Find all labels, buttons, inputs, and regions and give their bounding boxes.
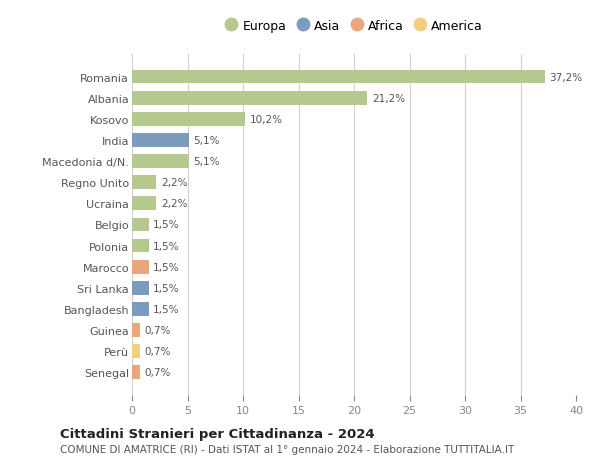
Bar xyxy=(132,71,545,84)
Bar xyxy=(132,345,140,358)
Legend: Europa, Asia, Africa, America: Europa, Asia, Africa, America xyxy=(223,17,485,35)
Text: 1,5%: 1,5% xyxy=(153,304,179,314)
Text: 2,2%: 2,2% xyxy=(161,178,187,188)
Bar xyxy=(132,302,149,316)
Bar xyxy=(132,218,149,232)
Text: 1,5%: 1,5% xyxy=(153,220,179,230)
Text: 1,5%: 1,5% xyxy=(153,283,179,293)
Text: 0,7%: 0,7% xyxy=(144,325,170,335)
Bar xyxy=(132,260,149,274)
Bar xyxy=(132,134,188,147)
Bar xyxy=(132,197,157,211)
Text: 21,2%: 21,2% xyxy=(372,94,405,103)
Text: 2,2%: 2,2% xyxy=(161,199,187,209)
Bar xyxy=(132,176,157,190)
Text: 0,7%: 0,7% xyxy=(144,347,170,356)
Bar xyxy=(132,112,245,126)
Bar xyxy=(132,324,140,337)
Bar xyxy=(132,92,367,105)
Bar xyxy=(132,366,140,379)
Text: 10,2%: 10,2% xyxy=(250,115,283,124)
Text: 0,7%: 0,7% xyxy=(144,368,170,377)
Text: 5,1%: 5,1% xyxy=(193,157,220,167)
Bar xyxy=(132,281,149,295)
Text: 37,2%: 37,2% xyxy=(550,73,583,82)
Text: 1,5%: 1,5% xyxy=(153,241,179,251)
Text: COMUNE DI AMATRICE (RI) - Dati ISTAT al 1° gennaio 2024 - Elaborazione TUTTITALI: COMUNE DI AMATRICE (RI) - Dati ISTAT al … xyxy=(60,444,514,454)
Bar xyxy=(132,155,188,168)
Bar xyxy=(132,239,149,253)
Text: 5,1%: 5,1% xyxy=(193,135,220,146)
Text: Cittadini Stranieri per Cittadinanza - 2024: Cittadini Stranieri per Cittadinanza - 2… xyxy=(60,427,374,440)
Text: 1,5%: 1,5% xyxy=(153,262,179,272)
